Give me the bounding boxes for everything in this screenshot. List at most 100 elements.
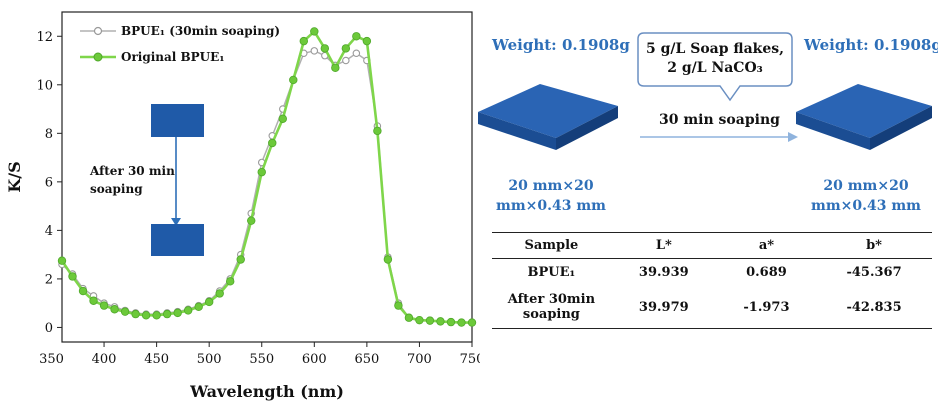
- data-point: [173, 308, 182, 318]
- data-point: [183, 306, 193, 315]
- data-point: [110, 305, 119, 314]
- y-tick-label: 6: [45, 175, 53, 190]
- data-point: [415, 315, 424, 325]
- y-tick-label: 12: [36, 30, 53, 45]
- data-point: [289, 75, 298, 85]
- cell-b: -45.367: [846, 265, 902, 280]
- dimensions-right-line1: 20 mm×20: [823, 178, 909, 194]
- dimensions-right-line2: mm×0.43 mm: [811, 198, 921, 214]
- data-point: [278, 114, 287, 123]
- data-point: [99, 301, 109, 310]
- inset-label-line2: soaping: [90, 182, 143, 196]
- cell-sample: After 30min soaping: [492, 286, 611, 329]
- swatch-right-top: [796, 84, 932, 138]
- inset-swatch-bottom: [151, 224, 204, 256]
- data-point: [89, 296, 98, 305]
- table-row: After 30min soaping 39.979 -1.973 -42.83…: [492, 286, 932, 329]
- data-point: [331, 63, 340, 73]
- dimensions-left-line1: 20 mm×20: [508, 178, 594, 194]
- y-tick-label: 8: [45, 127, 53, 142]
- header-sample: Sample: [492, 232, 611, 259]
- cell-b: -42.835: [816, 286, 932, 329]
- legend-label-original: Original BPUE₁: [121, 50, 225, 64]
- swatch-left-top: [478, 84, 618, 138]
- callout-line-1: 5 g/L Soap flakes,: [645, 41, 785, 57]
- data-point: [194, 302, 203, 312]
- series-line: [60, 30, 472, 324]
- process-step-label: 30 min soaping: [659, 112, 780, 128]
- x-tick-label: 500: [197, 352, 222, 367]
- weight-label-right: Weight: 0.1908g: [804, 36, 938, 54]
- cell-l: 39.939: [638, 265, 689, 280]
- inset-label-line1: After 30 min: [89, 164, 175, 178]
- y-tick-label: 10: [36, 78, 53, 93]
- header-l: L*: [610, 232, 717, 259]
- data-point: [436, 317, 445, 326]
- inset-swatch-top: [151, 104, 204, 137]
- chart-axes: 350 400 450 500 550 600 650 700 750 0 2 4 6 8 10 12 Wave…: [5, 11, 480, 401]
- dimensions-left-line2: mm×0.43 mm: [496, 198, 606, 214]
- x-tick-label: 700: [407, 352, 432, 367]
- data-point: [68, 272, 77, 281]
- swatch-left-front: [478, 112, 556, 150]
- chart-legend: BPUE₁ (30min soaping) Original BPUE₁: [80, 24, 280, 64]
- y-tick-label: 0: [45, 321, 53, 336]
- fabric-swatch-right: [796, 84, 932, 150]
- data-point: [352, 49, 361, 57]
- fabric-swatch-left: [478, 84, 618, 150]
- callout-text: 5 g/L Soap flakes, 2 g/L NaCO₃: [640, 40, 790, 78]
- table-row: BPUE₁ 39.939 0.689 -45.367: [492, 259, 932, 287]
- data-point: [247, 216, 256, 225]
- dimensions-right: 20 mm×20 mm×0.43 mm: [800, 176, 932, 216]
- data-point: [457, 318, 466, 327]
- callout-bubble: [637, 32, 793, 102]
- data-point: [404, 313, 414, 322]
- data-point: [373, 126, 382, 136]
- x-tick-label: 450: [144, 352, 169, 367]
- x-tick-label: 400: [92, 352, 117, 367]
- data-point: [446, 317, 456, 327]
- data-point: [299, 36, 308, 46]
- data-point: [78, 286, 88, 296]
- table-header-row: Sample L* a* b*: [492, 232, 932, 259]
- data-point: [120, 307, 130, 316]
- callout-line-2: 2 g/L NaCO₃: [667, 60, 763, 76]
- data-point: [257, 167, 266, 177]
- legend-marker-soaped: [93, 26, 103, 36]
- data-point: [310, 47, 319, 55]
- cell-a: 0.689: [746, 265, 787, 280]
- weight-label-left: Weight: 0.1908g: [492, 36, 630, 54]
- data-point: [394, 301, 403, 310]
- series-original: [57, 27, 477, 327]
- data-point: [226, 277, 235, 286]
- swatch-right-side: [870, 106, 932, 150]
- data-point: [310, 27, 319, 36]
- data-point: [341, 44, 351, 53]
- x-tick-label: 350: [39, 352, 64, 367]
- process-arrow-head: [788, 132, 798, 142]
- color-table: Sample L* a* b* BPUE₁ 39.939 0.689 -45.3…: [492, 232, 932, 329]
- x-axis-title: Wavelength (nm): [189, 382, 344, 401]
- cell-sample-line1: After 30min: [507, 292, 596, 307]
- data-point: [352, 32, 361, 41]
- dimensions-left: 20 mm×20 mm×0.43 mm: [486, 176, 616, 216]
- x-tick-label: 650: [354, 352, 379, 367]
- cell-sample: BPUE₁: [527, 265, 576, 280]
- data-point: [162, 309, 172, 319]
- data-point: [141, 311, 151, 320]
- y-axis-title: K/S: [5, 161, 24, 192]
- swatch-left-side: [556, 106, 618, 150]
- legend-label-soaped: BPUE₁ (30min soaping): [121, 24, 280, 38]
- cell-a: -1.973: [716, 286, 817, 329]
- x-tick-label: 600: [302, 352, 327, 367]
- y-tick-label: 2: [45, 272, 53, 287]
- data-point: [425, 316, 435, 325]
- data-point: [236, 255, 245, 264]
- ks-chart: 350 400 450 500 550 600 650 700 750 0 2 4 6 8 10 12 Wave…: [5, 11, 480, 401]
- cell-sample-line2: soaping: [522, 307, 580, 322]
- data-point: [362, 36, 372, 46]
- plot-frame: [61, 11, 473, 343]
- swatch-right-front: [796, 112, 870, 150]
- data-point: [467, 318, 477, 327]
- x-tick-label: 750: [460, 352, 480, 367]
